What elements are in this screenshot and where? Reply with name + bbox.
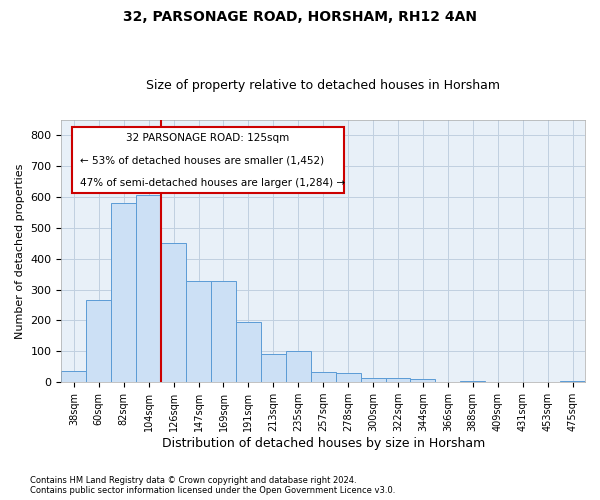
Bar [286,352,311,382]
X-axis label: Distribution of detached houses by size in Horsham: Distribution of detached houses by size … [161,437,485,450]
Title: Size of property relative to detached houses in Horsham: Size of property relative to detached ho… [146,79,500,92]
Bar [186,281,211,382]
Bar [386,378,410,382]
Bar [61,372,86,382]
Bar [236,322,261,382]
Bar [111,203,136,382]
Bar [261,354,286,382]
FancyBboxPatch shape [72,128,344,193]
Text: 32, PARSONAGE ROAD, HORSHAM, RH12 4AN: 32, PARSONAGE ROAD, HORSHAM, RH12 4AN [123,10,477,24]
Bar [361,378,386,382]
Bar [161,243,186,382]
Bar [335,373,361,382]
Text: 32 PARSONAGE ROAD: 125sqm: 32 PARSONAGE ROAD: 125sqm [127,132,290,142]
Bar [136,196,161,382]
Bar [410,379,436,382]
Text: 47% of semi-detached houses are larger (1,284) →: 47% of semi-detached houses are larger (… [80,178,345,188]
Y-axis label: Number of detached properties: Number of detached properties [15,163,25,338]
Text: ← 53% of detached houses are smaller (1,452): ← 53% of detached houses are smaller (1,… [80,156,324,166]
Bar [211,281,236,382]
Text: Contains HM Land Registry data © Crown copyright and database right 2024.
Contai: Contains HM Land Registry data © Crown c… [30,476,395,495]
Bar [460,380,485,382]
Bar [86,300,111,382]
Bar [560,380,585,382]
Bar [311,372,335,382]
